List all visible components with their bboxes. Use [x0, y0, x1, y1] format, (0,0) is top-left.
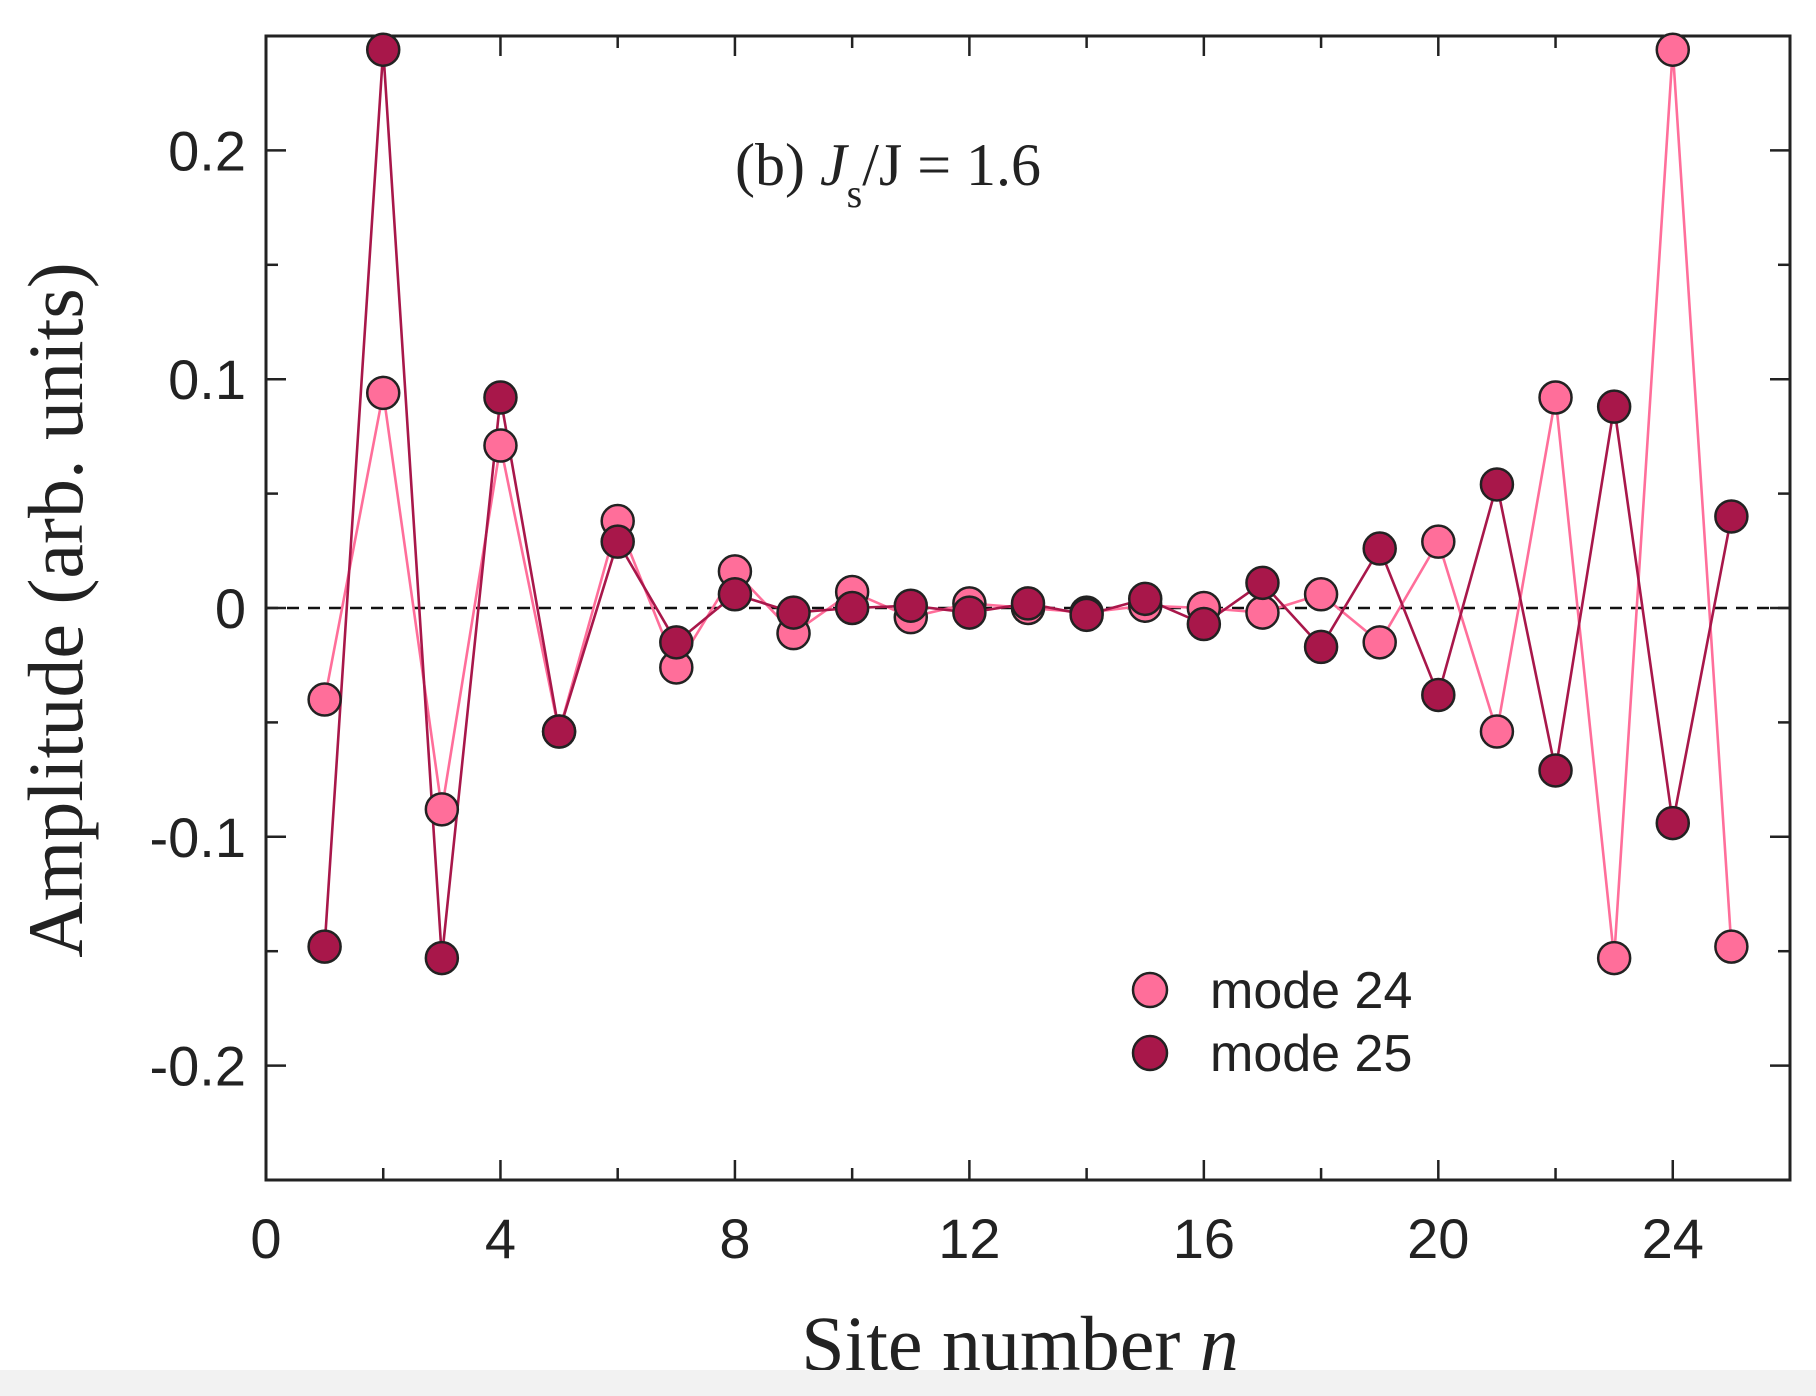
x-tick-label: 8 [719, 1207, 750, 1270]
point-mode-25-site-25 [1714, 499, 1749, 534]
x-tick-labels: 0 4 8 12 16 20 24 [250, 1207, 1703, 1270]
point-mode-25-site-24 [1655, 805, 1691, 841]
point-mode-25-site-6 [600, 524, 635, 559]
point-mode-25-site-3 [424, 940, 460, 976]
point-mode-25-site-9 [776, 595, 811, 630]
point-mode-24-site-3 [424, 792, 460, 827]
series-points [307, 32, 1749, 976]
point-mode-25-site-15 [1127, 581, 1163, 617]
point-mode-24-site-4 [483, 428, 518, 463]
bottom-strip [0, 1370, 1816, 1396]
legend-marker-mode-25 [1131, 1034, 1169, 1072]
point-mode-25-site-12 [952, 595, 987, 630]
axis-ticks [264, 34, 1792, 1182]
point-mode-24-site-20 [1421, 524, 1456, 559]
point-mode-25-site-13 [1010, 586, 1046, 621]
point-mode-25-site-22 [1538, 753, 1573, 788]
y-tick-label: 0.2 [168, 119, 246, 182]
point-mode-25-site-14 [1069, 597, 1104, 633]
y-tick-label: 0.1 [168, 348, 246, 411]
x-tick-label: 24 [1642, 1207, 1704, 1270]
point-mode-25-site-7 [659, 625, 694, 660]
point-mode-24-site-24 [1655, 32, 1691, 67]
legend-label-mode-25: mode 25 [1210, 1025, 1412, 1083]
point-mode-25-site-18 [1303, 629, 1339, 665]
y-tick-label: 0 [215, 577, 246, 640]
point-mode-25-site-23 [1596, 389, 1632, 424]
point-mode-25-site-16 [1186, 606, 1222, 642]
x-tick-label: 16 [1173, 1207, 1235, 1270]
point-mode-24-site-2 [365, 375, 401, 411]
x-tick-label: 12 [938, 1207, 1000, 1270]
point-mode-25-site-1 [307, 929, 342, 964]
y-axis-title: Amplitude (arb. units) [12, 262, 99, 957]
point-mode-24-site-1 [307, 682, 342, 717]
point-mode-24-site-17 [1245, 595, 1280, 630]
legend-label-mode-24: mode 24 [1210, 962, 1412, 1020]
point-mode-24-site-25 [1714, 929, 1749, 964]
legend: mode 24 mode 25 [1131, 962, 1412, 1083]
point-mode-25-site-8 [717, 577, 753, 612]
point-mode-25-site-4 [483, 380, 518, 415]
point-mode-24-site-23 [1596, 940, 1632, 976]
x-tick-label: 4 [485, 1207, 516, 1270]
legend-marker-mode-24 [1131, 971, 1169, 1009]
point-mode-25-site-10 [834, 590, 870, 626]
y-tick-label: -0.2 [150, 1035, 247, 1098]
point-mode-25-site-21 [1479, 467, 1515, 502]
point-mode-24-site-19 [1362, 625, 1397, 660]
x-tick-label: 0 [250, 1207, 281, 1270]
point-mode-25-site-2 [365, 32, 401, 67]
y-tick-labels: -0.2 -0.1 0 0.1 0.2 [150, 119, 247, 1097]
point-mode-24-site-22 [1538, 380, 1573, 415]
point-mode-25-site-20 [1421, 677, 1456, 713]
point-mode-24-site-21 [1479, 714, 1515, 749]
point-mode-24-site-18 [1303, 577, 1339, 612]
point-mode-25-site-19 [1362, 531, 1397, 566]
point-mode-25-site-17 [1245, 565, 1280, 601]
x-tick-label: 20 [1407, 1207, 1469, 1270]
point-mode-25-site-11 [893, 588, 929, 623]
point-mode-25-site-5 [541, 714, 577, 749]
panel-annotation: (b) Js/J = 1.6 [735, 132, 1041, 216]
y-tick-label: -0.1 [150, 806, 247, 869]
